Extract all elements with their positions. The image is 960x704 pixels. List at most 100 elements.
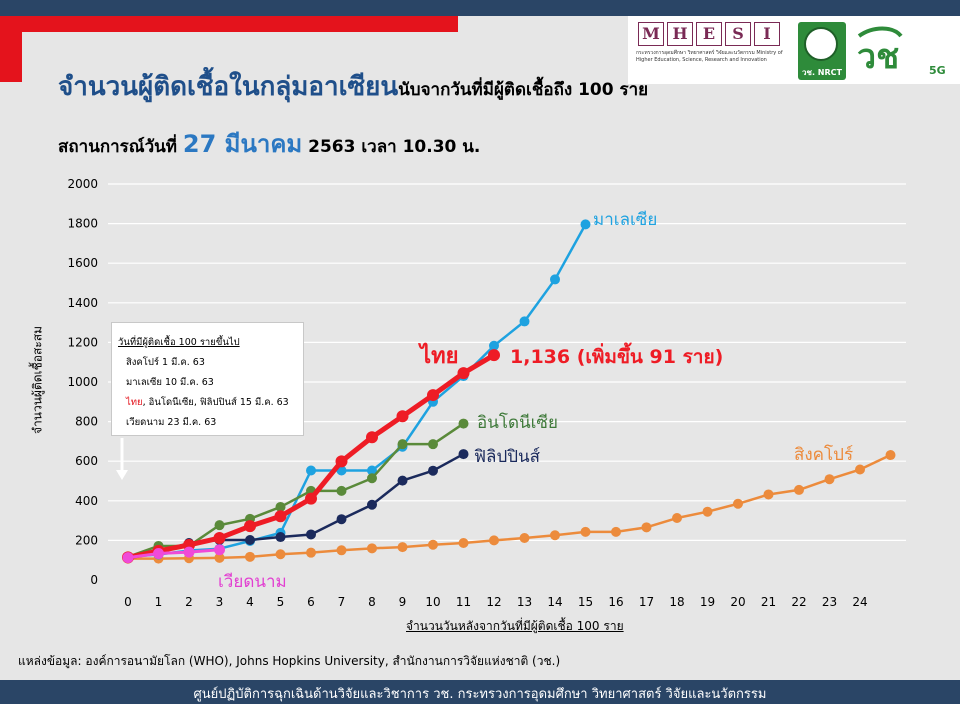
x-tick-label: 14: [547, 595, 562, 609]
data-point: [305, 492, 317, 505]
x-tick-label: 5: [277, 595, 285, 609]
x-tick-label: 8: [368, 595, 376, 609]
x-tick-label: 16: [608, 595, 623, 609]
status-date: 27 มีนาคม: [182, 130, 303, 158]
data-point: [336, 485, 347, 496]
x-tick-label: 0: [124, 595, 132, 609]
data-point: [733, 498, 743, 509]
mhesi-letter: S: [725, 22, 751, 46]
y-tick-label: 1800: [67, 217, 98, 231]
data-point: [580, 219, 591, 230]
x-tick-label: 9: [399, 595, 407, 609]
data-point: [122, 552, 134, 564]
data-point: [214, 552, 225, 563]
data-point: [550, 530, 560, 541]
y-tick-label: 600: [75, 454, 98, 468]
y-tick-label: 2000: [67, 177, 98, 191]
red-side-accent: [0, 32, 22, 82]
mhesi-letter: E: [696, 22, 722, 46]
legend-row-thai-group: ไทย, อินโดนีเซีย, ฟิลิปปินส์ 15 มี.ค. 63: [126, 395, 289, 410]
data-point: [458, 418, 469, 429]
data-point: [824, 474, 835, 485]
series-line: [128, 453, 892, 560]
data-point: [245, 535, 255, 546]
data-point: [489, 535, 499, 546]
nrct-logo: วช. NRCT: [798, 22, 846, 80]
y-tick-label: 1400: [67, 296, 98, 310]
legend-heading: วันที่มีผู้ติดเชื้อ 100 รายขึ้นไป: [118, 337, 240, 348]
y-axis-label: จำนวนผู้ติดเชื้อสะสม: [30, 326, 45, 434]
series-label: เวียดนาม: [218, 572, 287, 592]
x-tick-label: 15: [578, 595, 593, 609]
mhesi-caption: กระทรวงการอุดมศึกษา วิทยาศาสตร์ วิจัยและ…: [636, 50, 783, 63]
data-point: [367, 465, 377, 476]
x-tick-label: 1: [155, 595, 163, 609]
x-tick-label: 4: [246, 595, 254, 609]
series-line: [127, 548, 220, 560]
data-point: [153, 547, 164, 559]
title-main: จำนวนผู้ติดเชื้อในกลุ่มอาเซียน: [58, 72, 399, 102]
data-point: [794, 484, 804, 495]
x-tick-label: 20: [730, 595, 745, 609]
data-point: [428, 465, 438, 476]
series-label: อินโดนีเซีย: [477, 412, 558, 433]
status-suffix: 2563 เวลา 10.30 น.: [302, 137, 481, 157]
data-point: [702, 506, 713, 517]
data-point: [396, 410, 409, 423]
red-accent-bar: [0, 16, 458, 32]
x-tick-label: 19: [700, 595, 715, 609]
mhesi-logo: M H E S I: [638, 22, 780, 46]
data-point: [275, 532, 286, 543]
wch-text: วช: [857, 37, 899, 77]
y-tick-label: 1600: [67, 256, 98, 270]
data-point: [183, 546, 195, 558]
x-tick-label: 18: [669, 595, 684, 609]
x-tick-label: 3: [216, 595, 224, 609]
data-point: [397, 439, 408, 450]
x-tick-label: 22: [791, 595, 806, 609]
title-sub: นับจากวันที่มีผู้ติดเชื้อถึง 100 ราย: [398, 80, 649, 100]
thai-value-annotation: 1,136 (เพิ่มขึ้น 91 ราย): [510, 342, 723, 368]
data-point: [245, 551, 255, 562]
x-tick-label: 12: [486, 595, 501, 609]
status-prefix: สถานการณ์วันที่: [58, 137, 183, 157]
data-point: [306, 529, 316, 540]
x-tick-label: 24: [852, 595, 867, 609]
top-bar: [0, 0, 960, 16]
y-tick-label: 800: [75, 415, 98, 429]
data-point: [367, 499, 377, 510]
data-point: [244, 520, 256, 533]
data-point: [213, 532, 226, 545]
x-tick-label: 2: [185, 595, 193, 609]
data-point: [274, 510, 287, 523]
series-label: ไทย: [418, 342, 458, 369]
data-point: [397, 542, 408, 553]
data-point: [457, 367, 470, 380]
x-tick-label: 17: [639, 595, 654, 609]
data-point: [428, 539, 438, 550]
data-point: [763, 489, 774, 500]
data-point: [275, 501, 286, 512]
data-point: [458, 537, 469, 548]
legend-row-malaysia: มาเลเซีย 10 มี.ค. 63: [126, 377, 214, 388]
x-tick-label: 7: [338, 595, 346, 609]
x-tick-label: 10: [425, 595, 440, 609]
data-point: [641, 522, 652, 533]
y-tick-label: 0: [90, 573, 98, 587]
data-point: [428, 439, 438, 450]
legend-thai-rest: , อินโดนีเซีย, ฟิลิปปินส์ 15 มี.ค. 63: [142, 397, 289, 408]
start-date-legend: วันที่มีผู้ติดเชื้อ 100 รายขึ้นไป สิงคโป…: [111, 322, 304, 436]
mhesi-letter: H: [667, 22, 693, 46]
data-point: [672, 513, 682, 524]
logo-panel: M H E S I กระทรวงการอุดมศึกษา วิทยาศาสตร…: [628, 16, 960, 84]
nrct-label: วช. NRCT: [802, 68, 842, 77]
data-source: แหล่งข้อมูล: องค์การอนามัยโลก (WHO), Joh…: [18, 654, 561, 668]
x-tick-label: 23: [822, 595, 837, 609]
data-point: [488, 349, 500, 362]
x-tick-label: 6: [307, 595, 315, 609]
data-point: [306, 465, 316, 476]
down-arrow-icon: [116, 438, 128, 480]
legend-thai: ไทย: [126, 397, 143, 408]
nrct-seal-icon: [804, 27, 838, 61]
mhesi-letter: I: [754, 22, 780, 46]
